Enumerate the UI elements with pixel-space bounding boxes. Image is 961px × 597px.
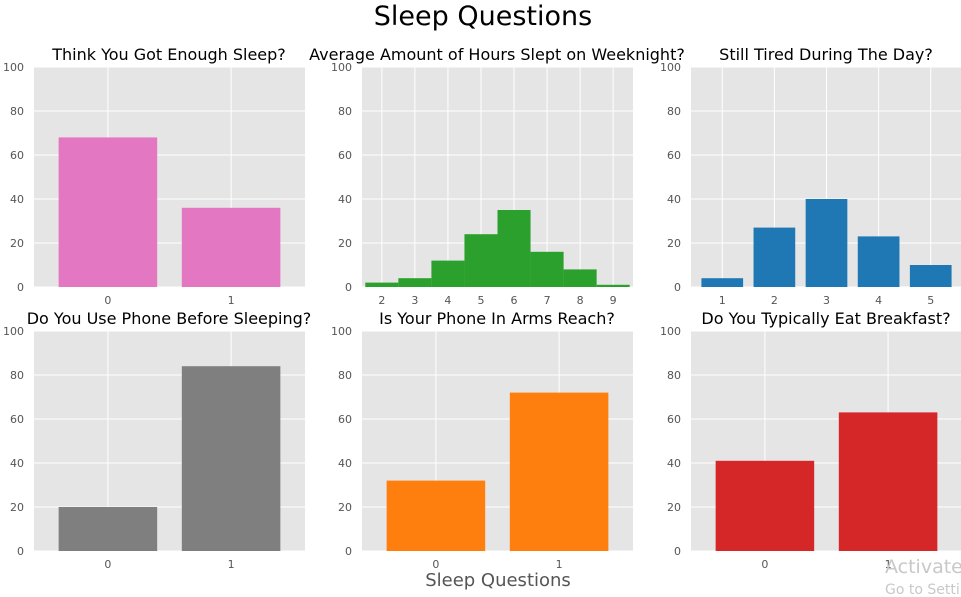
bar: [365, 282, 399, 287]
bar: [386, 480, 486, 551]
x-tick-label: 1: [556, 558, 563, 571]
x-tick-label: 4: [444, 294, 451, 307]
x-tick-label: 1: [885, 558, 892, 571]
y-tick-label: 60: [338, 149, 352, 162]
y-tick-label: 80: [338, 369, 352, 382]
x-tick-label: 0: [104, 294, 111, 307]
x-tick-label: 6: [511, 294, 518, 307]
y-tick-label: 0: [674, 545, 681, 558]
y-tick-label: 100: [3, 325, 24, 338]
bar: [58, 507, 158, 551]
x-tick-label: 0: [761, 558, 768, 571]
x-tick-label: 3: [411, 294, 418, 307]
bar: [838, 412, 938, 551]
y-tick-label: 20: [667, 501, 681, 514]
bar: [530, 251, 564, 287]
x-tick-label: 1: [719, 294, 726, 307]
bar: [509, 392, 609, 551]
y-tick-label: 100: [331, 325, 352, 338]
x-tick-label: 5: [477, 294, 484, 307]
x-tick-label: 2: [771, 294, 778, 307]
chart-title: Think You Got Enough Sleep?: [51, 45, 286, 64]
x-tick-label: 2: [378, 294, 385, 307]
x-tick-label: 1: [228, 294, 235, 307]
x-tick-label: 5: [927, 294, 934, 307]
bar: [563, 269, 597, 287]
y-tick-label: 20: [10, 237, 24, 250]
y-tick-label: 60: [10, 149, 24, 162]
x-tick-label: 0: [432, 558, 439, 571]
y-tick-label: 80: [667, 105, 681, 118]
x-tick-label: 9: [610, 294, 617, 307]
y-tick-label: 60: [667, 149, 681, 162]
chart-title: Is Your Phone In Arms Reach?: [379, 309, 615, 328]
y-tick-label: 40: [10, 457, 24, 470]
y-tick-label: 40: [667, 457, 681, 470]
y-tick-label: 20: [10, 501, 24, 514]
y-tick-label: 80: [338, 105, 352, 118]
x-tick-label: 4: [875, 294, 882, 307]
y-tick-label: 60: [338, 413, 352, 426]
y-tick-label: 80: [667, 369, 681, 382]
watermark-settings: Go to Settir: [885, 582, 961, 597]
chart-hours-slept: Average Amount of Hours Slept on Weeknig…: [309, 45, 685, 307]
y-tick-label: 20: [338, 501, 352, 514]
bar: [431, 260, 465, 287]
x-tick-label: 1: [228, 558, 235, 571]
y-tick-label: 80: [10, 105, 24, 118]
watermark-activate: Activate: [885, 556, 961, 578]
chart-phone-before-sleeping: Do You Use Phone Before Sleeping? 0 20 40 6…: [3, 309, 311, 571]
bar: [464, 234, 498, 287]
chart-title: Still Tired During The Day?: [719, 45, 933, 64]
x-tick-label: 0: [104, 558, 111, 571]
bar: [701, 278, 744, 287]
chart-phone-arms-reach: Is Your Phone In Arms Reach? 02040608010…: [331, 309, 633, 571]
y-tick-label: 0: [345, 281, 352, 294]
bar: [753, 227, 796, 287]
bar: [805, 199, 848, 287]
y-tick-label: 40: [667, 193, 681, 206]
bar: [398, 278, 432, 287]
chart-title: Do You Typically Eat Breakfast?: [701, 309, 950, 328]
bar: [497, 210, 531, 287]
bar: [857, 236, 900, 287]
x-tick-label: 7: [544, 294, 551, 307]
y-tick-label: 100: [3, 61, 24, 74]
y-tick-label: 0: [674, 281, 681, 294]
y-tick-label: 40: [338, 457, 352, 470]
chart-eat-breakfast: Do You Typically Eat Breakfast? 0 20 40 60 8…: [660, 309, 961, 571]
bar: [715, 460, 815, 551]
y-tick-label: 100: [331, 61, 352, 74]
y-tick-label: 100: [660, 61, 681, 74]
bar: [596, 284, 630, 287]
bar: [181, 366, 281, 551]
y-tick-label: 20: [667, 237, 681, 250]
figure-title: Sleep Questions: [374, 1, 592, 32]
x-tick-label: 8: [577, 294, 584, 307]
chart-title: Average Amount of Hours Slept on Weeknig…: [309, 45, 685, 64]
chart-enough-sleep: Think You Got Enough Sleep? 0 20 40 60 80 100…: [3, 45, 305, 307]
y-tick-label: 0: [17, 545, 24, 558]
bar: [181, 207, 281, 287]
x-tick-label: 3: [823, 294, 830, 307]
y-tick-label: 80: [10, 369, 24, 382]
figure-xlabel: Sleep Questions: [425, 570, 571, 591]
y-tick-label: 60: [667, 413, 681, 426]
chart-still-tired: Still Tired During The Day? 0 20 40 60 80 100…: [660, 45, 961, 307]
y-tick-label: 100: [660, 325, 681, 338]
y-tick-label: 60: [10, 413, 24, 426]
y-tick-label: 0: [345, 545, 352, 558]
chart-title: Do You Use Phone Before Sleeping?: [27, 309, 312, 328]
y-tick-label: 40: [338, 193, 352, 206]
y-tick-label: 40: [10, 193, 24, 206]
y-tick-label: 20: [338, 237, 352, 250]
y-tick-label: 0: [17, 281, 24, 294]
bar: [58, 137, 158, 287]
bar: [909, 265, 952, 287]
